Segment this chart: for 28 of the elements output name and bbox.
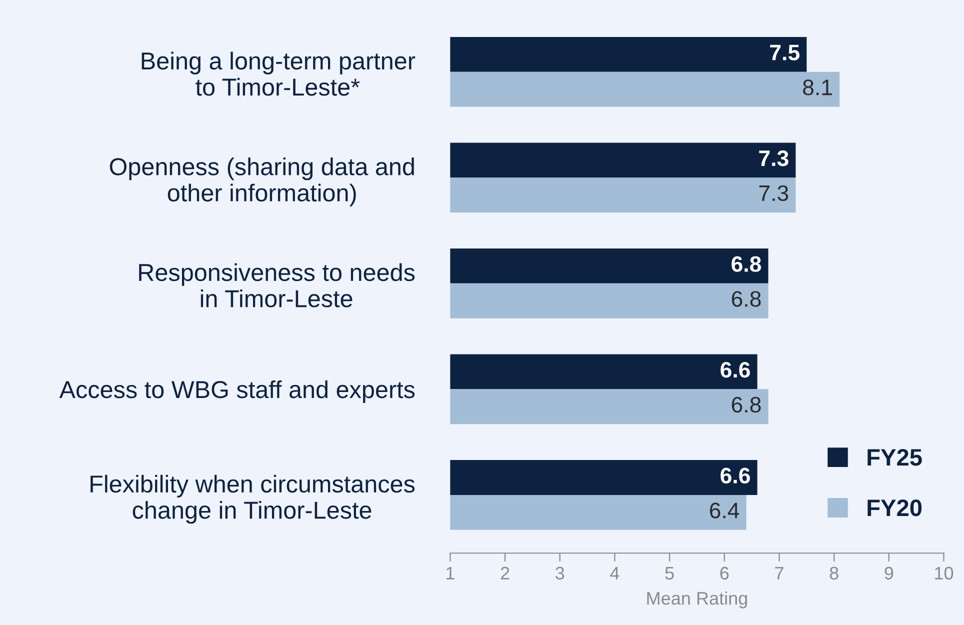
x-tick-label: 1 [446,566,454,580]
y-tick-label: Responsiveness to needs in Timor-Leste [139,263,415,308]
data-label: 7.5 [770,44,800,60]
data-label: 6.6 [720,362,750,378]
x-tick-label: 9 [884,566,894,580]
y-tick-label: Openness (sharing data and other information) [110,158,414,206]
data-label: 6.8 [732,256,762,272]
x-tick-label: 8 [830,566,838,580]
legend-label: FY25 [868,449,922,466]
y-tick-label: Being a long-term partner to Timor-Leste* [142,52,416,96]
legend-label: FY20 [868,499,922,516]
data-label: 8.1 [803,80,832,96]
x-tick-label: 5 [665,566,674,580]
x-tick-label: 3 [556,566,564,580]
data-label: 7.3 [759,185,788,202]
y-tick-label: Flexibility when circumstances change in Timor-Leste [90,474,415,524]
data-label: 6.6 [720,468,750,484]
x-tick-label: 6 [720,566,729,580]
x-tick-label: 2 [500,566,510,580]
data-label: 6.8 [732,291,761,307]
data-label: 6.8 [732,396,761,413]
x-tick-label: 4 [610,566,620,580]
data-label: 7.3 [759,150,788,166]
x-tick-label: 10 [935,566,954,580]
y-tick-label: Access to WBG staff and experts [59,380,415,404]
x-tick-label: 7 [775,566,784,580]
x-axis-title: Mean Rating [647,591,747,608]
data-label: 6.4 [710,502,740,518]
